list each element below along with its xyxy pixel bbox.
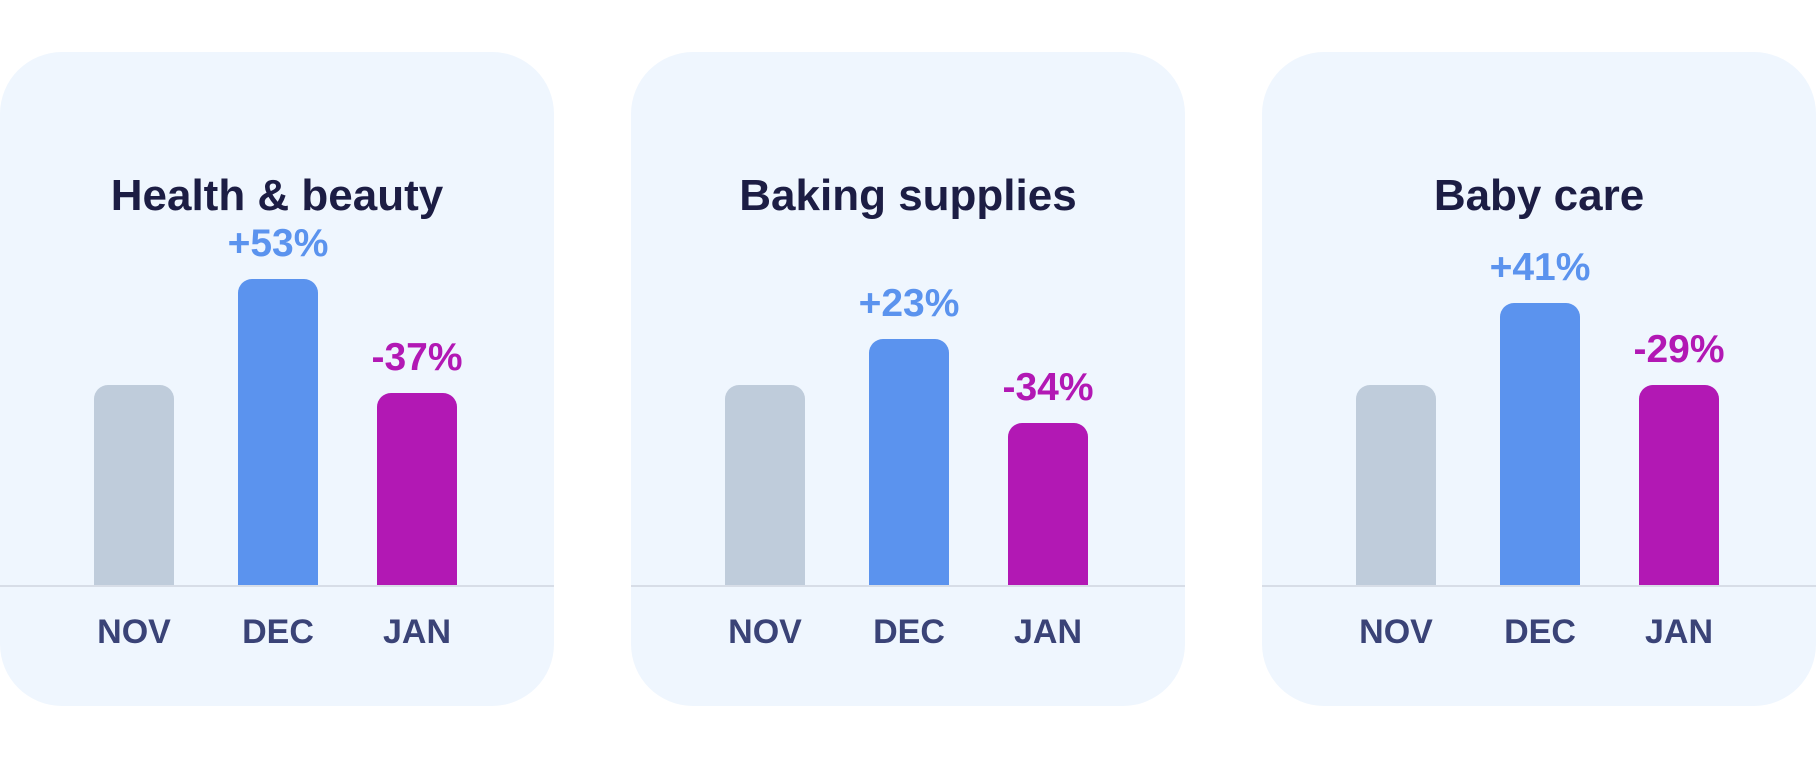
bar-jan [1639, 385, 1719, 585]
bar-jan [1008, 423, 1088, 585]
category-label-jan: JAN [1013, 613, 1083, 651]
category-label-nov: NOV [728, 613, 802, 651]
bar-dec [1500, 303, 1580, 585]
data-label-dec: +41% [1489, 246, 1591, 289]
category-label-jan: JAN [382, 613, 452, 651]
bar-nov [725, 385, 805, 585]
chart-panel-baking-supplies: Baking supplies +23% -34% NOV DEC JAN [631, 52, 1185, 706]
bar-nov [94, 385, 174, 585]
chart-title: Baby care [1433, 171, 1645, 220]
bar-dec [238, 279, 318, 585]
data-label-jan: -34% [1002, 366, 1094, 409]
data-label-jan: -29% [1633, 328, 1725, 371]
data-label-dec: +53% [227, 222, 329, 265]
bar-nov [1356, 385, 1436, 585]
category-label-dec: DEC [873, 613, 945, 651]
chart-baseline [631, 585, 1185, 587]
chart-title: Baking supplies [739, 171, 1077, 220]
data-label-dec: +23% [858, 282, 960, 325]
bar-jan [377, 393, 457, 585]
category-label-nov: NOV [97, 613, 171, 651]
chart-baseline [0, 585, 554, 587]
category-label-dec: DEC [1504, 613, 1576, 651]
category-label-dec: DEC [242, 613, 314, 651]
category-label-nov: NOV [1359, 613, 1433, 651]
bar-dec [869, 339, 949, 585]
chart-panel-baby-care: Baby care +41% -29% NOV DEC JAN [1262, 52, 1816, 706]
chart-panel-health-beauty: Health & beauty +53% -37% NOV DEC JAN [0, 52, 554, 706]
chart-baseline [1262, 585, 1816, 587]
chart-title: Health & beauty [110, 171, 444, 220]
category-label-jan: JAN [1644, 613, 1714, 651]
data-label-jan: -37% [371, 336, 463, 379]
